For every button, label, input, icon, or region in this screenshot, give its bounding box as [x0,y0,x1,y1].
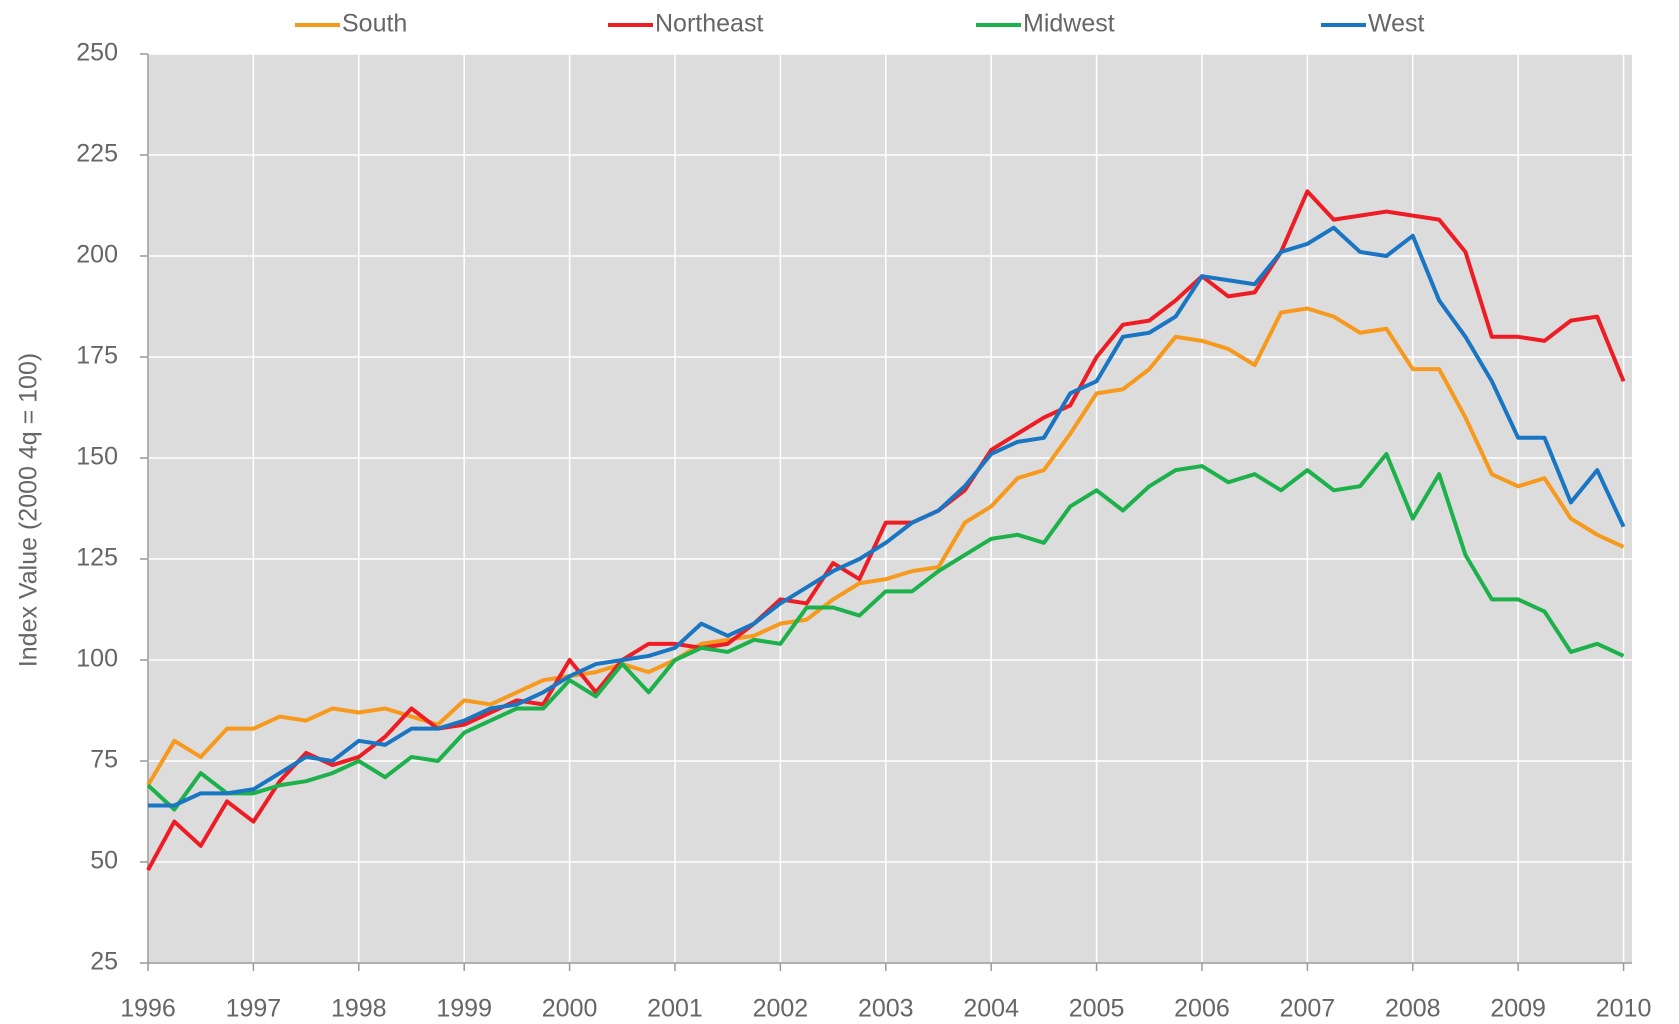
x-tick-label: 2000 [542,995,598,1023]
y-tick-label: 250 [76,39,118,67]
x-tick-label: 1999 [436,995,492,1023]
y-tick-label: 75 [90,746,118,774]
x-tick-label: 2004 [963,995,1019,1023]
y-tick-label: 25 [90,948,118,976]
legend-label: West [1368,10,1425,38]
x-tick-label: 2001 [647,995,703,1023]
y-tick-label: 100 [76,645,118,673]
plot-area [148,54,1632,963]
line-series [148,225,1626,808]
legend-label: South [342,10,407,38]
x-tick-label: 2005 [1069,995,1125,1023]
legend-label: Midwest [1023,10,1115,38]
line-series [146,451,1625,812]
x-tick-label: 2007 [1280,995,1336,1023]
x-tick-label: 1997 [226,995,282,1023]
legend-label: Northeast [655,10,763,38]
x-tick-label: 2002 [753,995,809,1023]
x-tick-label: 2009 [1490,995,1546,1023]
x-tick-label: 2006 [1174,995,1230,1023]
y-tick-label: 125 [76,544,118,572]
line-series [146,189,1626,872]
y-tick-label: 200 [76,241,118,269]
x-tick-label: 2008 [1385,995,1441,1023]
line-series [146,306,1625,787]
y-tick-label: 225 [76,140,118,168]
x-tick-label: 2003 [858,995,914,1023]
x-tick-label: 1998 [331,995,387,1023]
x-tick-label: 2010 [1596,995,1652,1023]
y-tick-label: 175 [76,342,118,370]
y-axis-label: Index Value (2000 4q = 100) [15,353,43,667]
y-tick-label: 50 [90,847,118,875]
y-tick-label: 150 [76,443,118,471]
x-tick-label: 1996 [120,995,176,1023]
